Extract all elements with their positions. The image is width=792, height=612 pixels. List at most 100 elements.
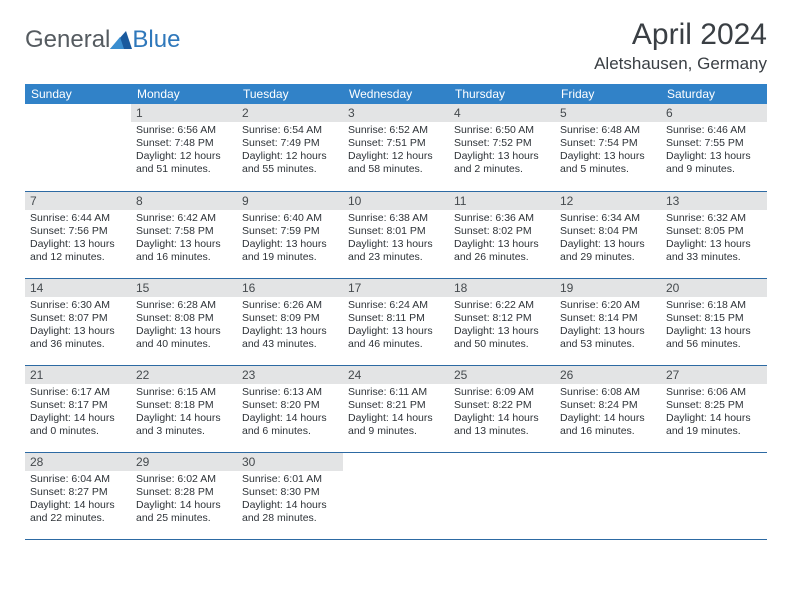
day-number: 8 (131, 192, 237, 210)
day-details: Sunrise: 6:40 AMSunset: 7:59 PMDaylight:… (237, 210, 343, 264)
day-number (555, 453, 661, 471)
calendar-cell: 26Sunrise: 6:08 AMSunset: 8:24 PMDayligh… (555, 365, 661, 452)
day-number (661, 453, 767, 471)
day-details: Sunrise: 6:24 AMSunset: 8:11 PMDaylight:… (343, 297, 449, 351)
weekday-header: Sunday (25, 84, 131, 104)
day-details: Sunrise: 6:42 AMSunset: 7:58 PMDaylight:… (131, 210, 237, 264)
calendar-cell: 19Sunrise: 6:20 AMSunset: 8:14 PMDayligh… (555, 278, 661, 365)
day-details: Sunrise: 6:46 AMSunset: 7:55 PMDaylight:… (661, 122, 767, 176)
day-number: 18 (449, 279, 555, 297)
location-label: Aletshausen, Germany (594, 54, 767, 74)
day-number: 1 (131, 104, 237, 122)
day-details: Sunrise: 6:20 AMSunset: 8:14 PMDaylight:… (555, 297, 661, 351)
day-details: Sunrise: 6:38 AMSunset: 8:01 PMDaylight:… (343, 210, 449, 264)
calendar-cell: 22Sunrise: 6:15 AMSunset: 8:18 PMDayligh… (131, 365, 237, 452)
calendar-cell: 11Sunrise: 6:36 AMSunset: 8:02 PMDayligh… (449, 191, 555, 278)
weekday-header: Tuesday (237, 84, 343, 104)
day-number: 16 (237, 279, 343, 297)
calendar-cell (661, 452, 767, 539)
day-number: 4 (449, 104, 555, 122)
day-details: Sunrise: 6:01 AMSunset: 8:30 PMDaylight:… (237, 471, 343, 525)
day-details: Sunrise: 6:04 AMSunset: 8:27 PMDaylight:… (25, 471, 131, 525)
day-number: 23 (237, 366, 343, 384)
calendar-cell: 1Sunrise: 6:56 AMSunset: 7:48 PMDaylight… (131, 104, 237, 191)
calendar-cell: 14Sunrise: 6:30 AMSunset: 8:07 PMDayligh… (25, 278, 131, 365)
day-details: Sunrise: 6:06 AMSunset: 8:25 PMDaylight:… (661, 384, 767, 438)
title-block: April 2024 Aletshausen, Germany (594, 18, 767, 74)
calendar-page: General Blue April 2024 Aletshausen, Ger… (0, 0, 792, 540)
month-title: April 2024 (594, 18, 767, 52)
day-details: Sunrise: 6:26 AMSunset: 8:09 PMDaylight:… (237, 297, 343, 351)
calendar-cell: 9Sunrise: 6:40 AMSunset: 7:59 PMDaylight… (237, 191, 343, 278)
calendar-table: Sunday Monday Tuesday Wednesday Thursday… (25, 84, 767, 540)
calendar-cell: 21Sunrise: 6:17 AMSunset: 8:17 PMDayligh… (25, 365, 131, 452)
calendar-row: 14Sunrise: 6:30 AMSunset: 8:07 PMDayligh… (25, 278, 767, 365)
day-number: 6 (661, 104, 767, 122)
calendar-row: 21Sunrise: 6:17 AMSunset: 8:17 PMDayligh… (25, 365, 767, 452)
calendar-cell (555, 452, 661, 539)
weekday-header: Saturday (661, 84, 767, 104)
day-details: Sunrise: 6:54 AMSunset: 7:49 PMDaylight:… (237, 122, 343, 176)
day-number: 9 (237, 192, 343, 210)
calendar-cell: 7Sunrise: 6:44 AMSunset: 7:56 PMDaylight… (25, 191, 131, 278)
calendar-cell: 5Sunrise: 6:48 AMSunset: 7:54 PMDaylight… (555, 104, 661, 191)
calendar-cell: 2Sunrise: 6:54 AMSunset: 7:49 PMDaylight… (237, 104, 343, 191)
day-number: 27 (661, 366, 767, 384)
day-number: 10 (343, 192, 449, 210)
day-number: 17 (343, 279, 449, 297)
day-number: 11 (449, 192, 555, 210)
calendar-row: 28Sunrise: 6:04 AMSunset: 8:27 PMDayligh… (25, 452, 767, 539)
day-number (25, 104, 131, 122)
day-number: 28 (25, 453, 131, 471)
day-number (449, 453, 555, 471)
header: General Blue April 2024 Aletshausen, Ger… (25, 18, 767, 74)
calendar-row: 7Sunrise: 6:44 AMSunset: 7:56 PMDaylight… (25, 191, 767, 278)
day-number: 19 (555, 279, 661, 297)
calendar-cell: 15Sunrise: 6:28 AMSunset: 8:08 PMDayligh… (131, 278, 237, 365)
calendar-cell: 16Sunrise: 6:26 AMSunset: 8:09 PMDayligh… (237, 278, 343, 365)
day-details: Sunrise: 6:52 AMSunset: 7:51 PMDaylight:… (343, 122, 449, 176)
day-details: Sunrise: 6:50 AMSunset: 7:52 PMDaylight:… (449, 122, 555, 176)
day-details: Sunrise: 6:36 AMSunset: 8:02 PMDaylight:… (449, 210, 555, 264)
calendar-cell: 12Sunrise: 6:34 AMSunset: 8:04 PMDayligh… (555, 191, 661, 278)
day-details: Sunrise: 6:09 AMSunset: 8:22 PMDaylight:… (449, 384, 555, 438)
day-details: Sunrise: 6:34 AMSunset: 8:04 PMDaylight:… (555, 210, 661, 264)
calendar-cell (449, 452, 555, 539)
brand-triangle-icon (110, 31, 132, 49)
calendar-cell: 30Sunrise: 6:01 AMSunset: 8:30 PMDayligh… (237, 452, 343, 539)
day-number: 5 (555, 104, 661, 122)
calendar-cell: 27Sunrise: 6:06 AMSunset: 8:25 PMDayligh… (661, 365, 767, 452)
calendar-cell: 23Sunrise: 6:13 AMSunset: 8:20 PMDayligh… (237, 365, 343, 452)
calendar-cell: 25Sunrise: 6:09 AMSunset: 8:22 PMDayligh… (449, 365, 555, 452)
day-number: 3 (343, 104, 449, 122)
day-details: Sunrise: 6:44 AMSunset: 7:56 PMDaylight:… (25, 210, 131, 264)
day-details: Sunrise: 6:02 AMSunset: 8:28 PMDaylight:… (131, 471, 237, 525)
day-details: Sunrise: 6:17 AMSunset: 8:17 PMDaylight:… (25, 384, 131, 438)
calendar-body: 1Sunrise: 6:56 AMSunset: 7:48 PMDaylight… (25, 104, 767, 539)
calendar-cell: 13Sunrise: 6:32 AMSunset: 8:05 PMDayligh… (661, 191, 767, 278)
weekday-header: Thursday (449, 84, 555, 104)
calendar-cell: 28Sunrise: 6:04 AMSunset: 8:27 PMDayligh… (25, 452, 131, 539)
day-details: Sunrise: 6:32 AMSunset: 8:05 PMDaylight:… (661, 210, 767, 264)
day-number: 12 (555, 192, 661, 210)
brand-logo: General Blue (25, 26, 180, 54)
calendar-cell: 20Sunrise: 6:18 AMSunset: 8:15 PMDayligh… (661, 278, 767, 365)
day-details: Sunrise: 6:28 AMSunset: 8:08 PMDaylight:… (131, 297, 237, 351)
day-number: 22 (131, 366, 237, 384)
calendar-cell: 3Sunrise: 6:52 AMSunset: 7:51 PMDaylight… (343, 104, 449, 191)
day-number: 26 (555, 366, 661, 384)
brand-general: General (25, 26, 110, 54)
day-number: 14 (25, 279, 131, 297)
brand-blue: Blue (132, 26, 180, 54)
weekday-header: Monday (131, 84, 237, 104)
weekday-header: Friday (555, 84, 661, 104)
day-details: Sunrise: 6:15 AMSunset: 8:18 PMDaylight:… (131, 384, 237, 438)
day-number: 24 (343, 366, 449, 384)
calendar-cell: 4Sunrise: 6:50 AMSunset: 7:52 PMDaylight… (449, 104, 555, 191)
day-details: Sunrise: 6:18 AMSunset: 8:15 PMDaylight:… (661, 297, 767, 351)
day-number: 20 (661, 279, 767, 297)
day-number: 29 (131, 453, 237, 471)
weekday-header: Wednesday (343, 84, 449, 104)
day-number: 25 (449, 366, 555, 384)
day-number (343, 453, 449, 471)
